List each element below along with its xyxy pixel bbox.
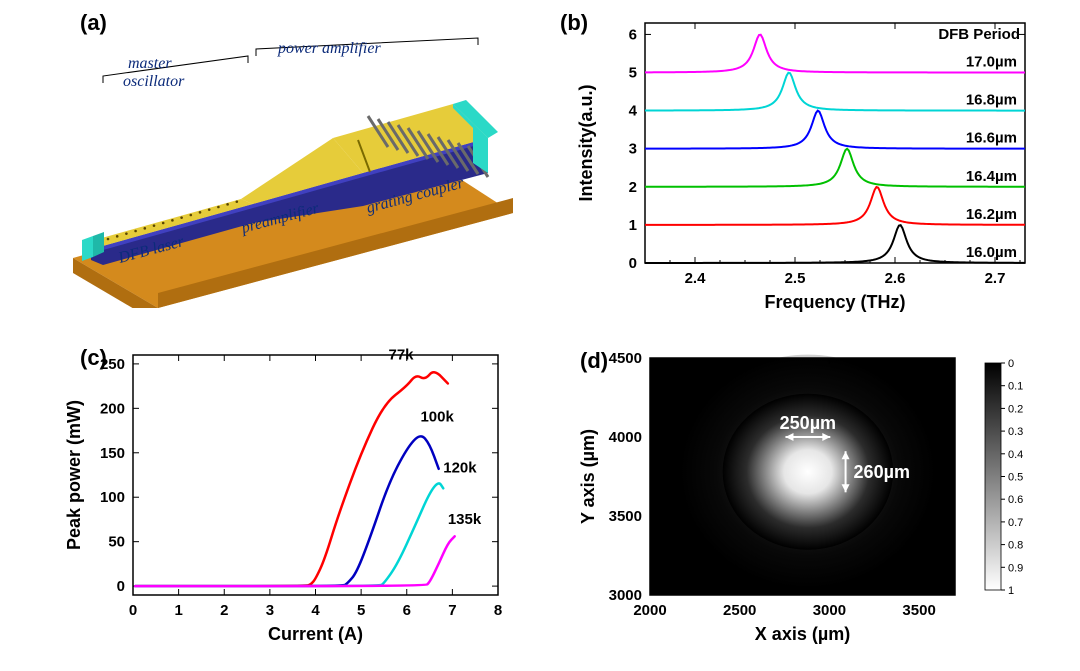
svg-text:X axis (µm): X axis (µm) — [755, 624, 850, 644]
svg-text:250: 250 — [100, 356, 125, 373]
svg-text:Intensity(a.u.): Intensity(a.u.) — [576, 84, 596, 201]
svg-text:4: 4 — [629, 103, 638, 120]
svg-text:4000: 4000 — [609, 429, 642, 446]
svg-text:135k: 135k — [448, 511, 482, 528]
svg-text:16.4µm: 16.4µm — [966, 168, 1017, 185]
panel-c-li-curves: 0 1 2 3 4 5 6 7 8 0 50 100 150 200 250 Current (A) Peak … — [58, 340, 518, 650]
svg-text:4: 4 — [311, 602, 320, 619]
svg-text:16.6µm: 16.6µm — [966, 130, 1017, 147]
svg-text:power amplifier: power amplifier — [277, 40, 381, 57]
svg-text:3000: 3000 — [609, 587, 642, 604]
li-svg: 0 1 2 3 4 5 6 7 8 0 50 100 150 200 250 Current (A) Peak … — [58, 340, 518, 650]
svg-text:1: 1 — [174, 602, 182, 619]
svg-text:0.2: 0.2 — [1008, 403, 1023, 415]
svg-text:2.5: 2.5 — [785, 270, 806, 287]
svg-text:2: 2 — [220, 602, 228, 619]
panel-a-device-diagram: masteroscillatorpower amplifierDFB laser… — [58, 8, 518, 318]
svg-text:0.8: 0.8 — [1008, 540, 1023, 552]
panel-b-spectra-chart: 2.4 2.5 2.6 2.7 0 1 2 3 4 5 6 Frequency (THz) Intens… — [570, 8, 1050, 318]
svg-text:7: 7 — [448, 602, 456, 619]
svg-text:50: 50 — [108, 534, 125, 551]
svg-text:0: 0 — [129, 602, 137, 619]
beam-svg: 2000 2500 3000 3500 3000 3500 4000 4500 X axis (… — [570, 340, 1050, 650]
svg-text:0.1: 0.1 — [1008, 381, 1023, 393]
svg-text:150: 150 — [100, 445, 125, 462]
svg-text:0.3: 0.3 — [1008, 426, 1023, 438]
svg-text:3500: 3500 — [609, 508, 642, 525]
svg-text:250µm: 250µm — [780, 413, 836, 433]
device-schematic-svg: masteroscillatorpower amplifierDFB laser… — [58, 8, 518, 308]
svg-text:1: 1 — [629, 217, 637, 234]
svg-text:77k: 77k — [389, 346, 415, 363]
svg-text:3: 3 — [629, 141, 637, 158]
svg-text:16.2µm: 16.2µm — [966, 206, 1017, 223]
svg-text:0: 0 — [629, 255, 637, 272]
svg-text:260µm: 260µm — [854, 462, 910, 482]
svg-text:100k: 100k — [420, 409, 454, 426]
svg-text:master: master — [128, 55, 172, 72]
svg-text:3500: 3500 — [902, 602, 935, 619]
svg-text:0.6: 0.6 — [1008, 494, 1023, 506]
spectra-svg: 2.4 2.5 2.6 2.7 0 1 2 3 4 5 6 Frequency (THz) Intens… — [570, 8, 1050, 318]
svg-text:2.4: 2.4 — [685, 270, 707, 287]
svg-text:5: 5 — [357, 602, 365, 619]
svg-text:3: 3 — [266, 602, 274, 619]
svg-text:Y axis (µm): Y axis (µm) — [578, 429, 598, 524]
svg-text:16.0µm: 16.0µm — [966, 244, 1017, 261]
svg-text:Frequency (THz): Frequency (THz) — [764, 292, 905, 312]
svg-text:2.7: 2.7 — [985, 270, 1006, 287]
svg-text:0.9: 0.9 — [1008, 562, 1023, 574]
svg-text:0.7: 0.7 — [1008, 517, 1023, 529]
svg-text:5: 5 — [629, 65, 637, 82]
svg-text:17.0µm: 17.0µm — [966, 54, 1017, 71]
svg-text:1: 1 — [1008, 585, 1014, 597]
svg-text:4500: 4500 — [609, 350, 642, 367]
svg-text:3000: 3000 — [813, 602, 846, 619]
panel-d-beam-profile: 2000 2500 3000 3500 3000 3500 4000 4500 X axis (… — [570, 340, 1050, 650]
svg-text:8: 8 — [494, 602, 502, 619]
svg-text:16.8µm: 16.8µm — [966, 92, 1017, 109]
svg-text:DFB Period: DFB Period — [938, 26, 1020, 43]
svg-text:Peak power (mW): Peak power (mW) — [64, 400, 84, 550]
svg-text:2000: 2000 — [633, 602, 666, 619]
svg-text:120k: 120k — [443, 459, 477, 476]
svg-text:2: 2 — [629, 179, 637, 196]
svg-text:2.6: 2.6 — [885, 270, 906, 287]
svg-text:0: 0 — [1008, 358, 1014, 370]
svg-text:0.4: 0.4 — [1008, 449, 1023, 461]
svg-text:2500: 2500 — [723, 602, 756, 619]
svg-text:0.5: 0.5 — [1008, 472, 1023, 484]
svg-text:6: 6 — [629, 26, 637, 43]
svg-text:6: 6 — [403, 602, 411, 619]
svg-text:Current (A): Current (A) — [268, 624, 363, 644]
svg-text:200: 200 — [100, 400, 125, 417]
svg-text:oscillator: oscillator — [123, 73, 185, 90]
svg-text:100: 100 — [100, 489, 125, 506]
svg-text:0: 0 — [117, 578, 125, 595]
